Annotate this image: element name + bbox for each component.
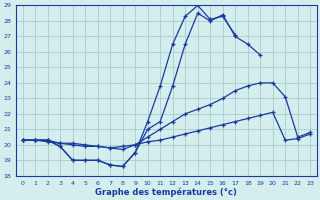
X-axis label: Graphe des températures (°c): Graphe des températures (°c) [95,187,237,197]
